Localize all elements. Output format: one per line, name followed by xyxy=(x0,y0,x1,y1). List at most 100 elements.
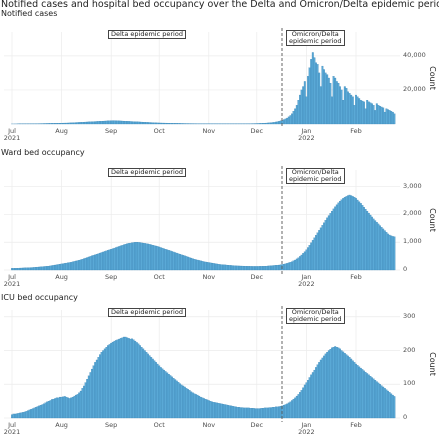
bar xyxy=(391,394,394,419)
bar xyxy=(299,94,301,125)
bar xyxy=(111,120,114,125)
bar xyxy=(385,389,388,419)
bar xyxy=(59,264,61,271)
bar xyxy=(68,262,71,271)
bar xyxy=(252,408,255,419)
annotation: Omicron/Delta epidemic period xyxy=(286,30,345,46)
x-tick-label: Jul 2021 xyxy=(3,421,21,436)
bar xyxy=(167,250,170,271)
bar xyxy=(227,405,229,419)
bar xyxy=(55,397,58,419)
bar xyxy=(305,96,308,125)
bar xyxy=(343,353,346,419)
bar xyxy=(387,390,389,419)
y-tick-label: 0 xyxy=(403,265,408,273)
bar xyxy=(364,108,367,125)
bar xyxy=(155,122,157,125)
bar xyxy=(347,195,349,271)
bar xyxy=(193,393,196,419)
bar xyxy=(121,337,124,419)
bar xyxy=(345,88,348,125)
bar xyxy=(225,264,228,271)
bar xyxy=(249,408,252,419)
bar xyxy=(145,352,148,419)
bar xyxy=(307,247,309,271)
bar xyxy=(191,392,194,419)
bar xyxy=(59,396,61,419)
bar xyxy=(11,268,13,271)
bar xyxy=(139,345,141,419)
bar xyxy=(123,244,125,271)
bar xyxy=(49,123,52,125)
bar xyxy=(361,369,364,419)
bar xyxy=(291,400,293,419)
bar xyxy=(89,256,92,271)
bar xyxy=(369,102,372,125)
panel-title: Ward bed occupancy xyxy=(1,148,85,157)
bar xyxy=(132,339,135,419)
bar xyxy=(107,250,109,271)
bar xyxy=(337,347,340,419)
bar xyxy=(278,406,281,419)
bar xyxy=(65,122,68,125)
bar xyxy=(283,405,285,419)
bar xyxy=(350,358,353,419)
bar xyxy=(65,396,68,419)
bar xyxy=(302,387,305,419)
bar xyxy=(134,121,137,125)
bar xyxy=(47,123,50,125)
bar xyxy=(54,398,57,419)
bar xyxy=(19,412,21,419)
bar xyxy=(356,96,359,125)
bar xyxy=(164,122,167,125)
x-tick-label: Feb xyxy=(350,127,362,135)
bar xyxy=(239,265,242,271)
bar xyxy=(219,403,221,419)
x-tick-label: Dec xyxy=(250,273,264,281)
bar xyxy=(25,267,28,271)
bar xyxy=(358,98,361,125)
bar xyxy=(161,122,164,125)
bar xyxy=(260,123,263,125)
bar xyxy=(310,59,313,125)
bar xyxy=(211,401,213,419)
bar xyxy=(91,368,93,419)
bar xyxy=(139,242,141,271)
bar xyxy=(375,381,378,419)
bar xyxy=(11,414,13,419)
bar xyxy=(57,397,60,419)
bar xyxy=(206,262,209,271)
bar xyxy=(302,253,305,271)
bar xyxy=(75,122,77,125)
x-tick-label: Aug xyxy=(55,127,68,135)
bar xyxy=(161,368,164,419)
bar xyxy=(156,122,159,125)
bar xyxy=(303,384,306,419)
bar xyxy=(76,394,79,419)
bar xyxy=(166,122,169,125)
bar xyxy=(219,264,221,271)
bar xyxy=(183,386,186,419)
bar xyxy=(57,264,60,271)
bar xyxy=(36,266,39,271)
bar xyxy=(345,354,348,419)
bar xyxy=(44,123,47,125)
bar xyxy=(361,205,364,271)
bar xyxy=(79,259,82,271)
bar xyxy=(164,371,167,419)
bar xyxy=(343,197,346,271)
bar xyxy=(367,374,370,419)
bar xyxy=(25,411,28,419)
bar xyxy=(195,394,197,419)
bar xyxy=(292,260,295,271)
bar xyxy=(228,405,231,419)
bar xyxy=(252,266,255,271)
bar xyxy=(337,82,340,125)
bar xyxy=(231,406,234,419)
bar xyxy=(123,336,125,419)
bar xyxy=(97,253,100,271)
bar xyxy=(57,123,60,125)
bar xyxy=(196,394,199,419)
bar xyxy=(174,123,177,125)
y-tick-label: 100 xyxy=(403,379,416,388)
